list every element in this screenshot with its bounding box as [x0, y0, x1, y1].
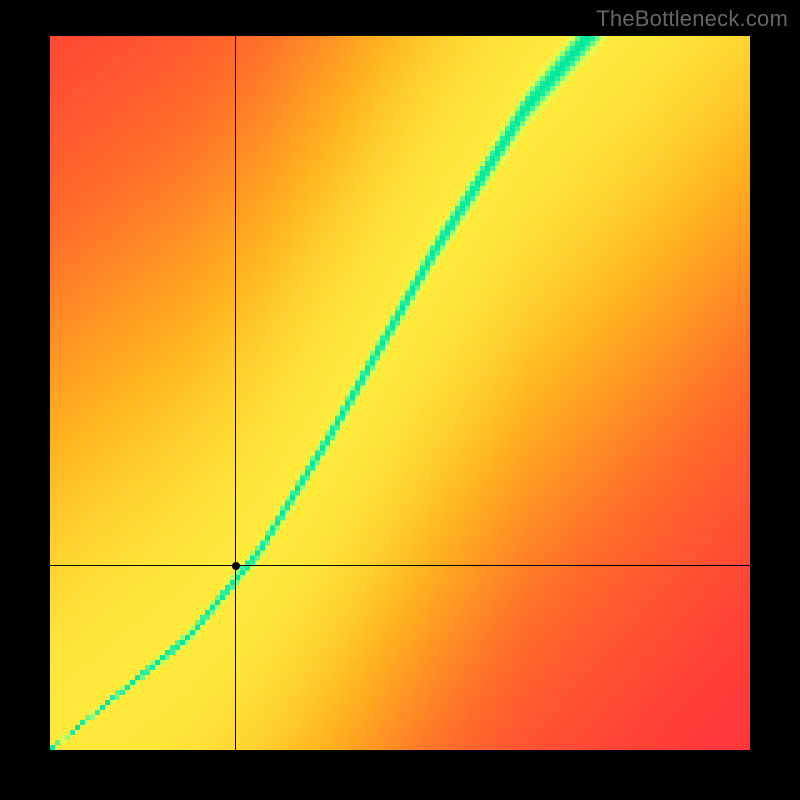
heatmap-plot	[50, 36, 750, 750]
crosshair-dot	[232, 562, 240, 570]
watermark: TheBottleneck.com	[596, 6, 788, 32]
chart-container: TheBottleneck.com	[0, 0, 800, 800]
heatmap-canvas	[50, 36, 750, 750]
crosshair-horizontal	[50, 565, 750, 566]
crosshair-vertical	[235, 36, 236, 750]
